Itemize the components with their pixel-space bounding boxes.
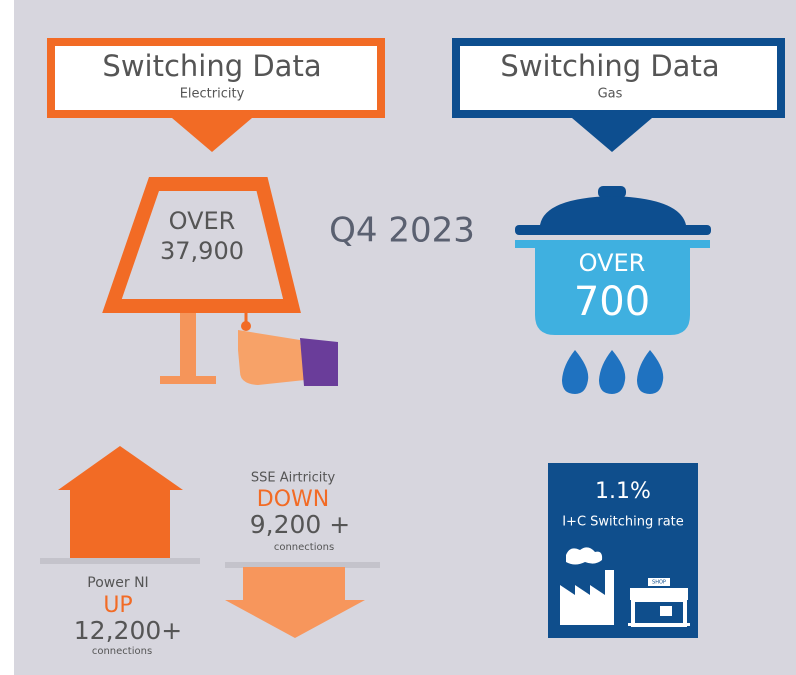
change-value: 9,200 + (250, 510, 350, 539)
lamp-stem (180, 313, 196, 377)
shop-window (660, 606, 672, 616)
change-value: 12,200+ (74, 616, 182, 645)
ic-panel: 1.1% I+C Switching rate SHOP (548, 463, 698, 638)
gas-value: 700 (574, 279, 650, 325)
electricity-header: Switching Data Electricity (47, 38, 385, 152)
down-arrow-head (225, 600, 365, 638)
unit: connections (274, 542, 334, 553)
flame (637, 350, 664, 394)
header-box (47, 38, 385, 118)
handle (515, 240, 537, 248)
pot: OVER 700 (515, 186, 711, 394)
shop-label: SHOP (652, 580, 666, 586)
shadow (225, 562, 380, 568)
header-subtitle: Gas (598, 87, 623, 102)
sse: SSE Airtricity DOWN 9,200 + connections (225, 471, 380, 638)
lamp-base (160, 376, 216, 384)
flame (562, 350, 589, 394)
over-label: OVER (579, 249, 646, 277)
header-title: Switching Data (102, 49, 321, 83)
pointer (572, 118, 652, 152)
up-arrow-body (70, 489, 170, 561)
gas-header: Switching Data Gas (452, 38, 785, 152)
header-box (452, 38, 785, 118)
flame (599, 350, 626, 394)
header-subtitle: Electricity (180, 87, 245, 102)
pot-body (535, 240, 690, 335)
shop-sign (648, 578, 670, 586)
period: Q4 2023 (329, 211, 475, 251)
direction: DOWN (257, 487, 329, 512)
lid-rim (515, 225, 711, 235)
supplier-name: SSE Airtricity (251, 471, 336, 486)
rate-label: I+C Switching rate (562, 515, 684, 530)
hand (238, 330, 305, 385)
shop-base (628, 623, 690, 626)
power-ni: Power NI UP 12,200+ connections (40, 446, 200, 657)
shop-awning (630, 588, 688, 600)
lampshade (102, 177, 301, 313)
header-title: Switching Data (500, 49, 719, 83)
electricity-value: 37,900 (160, 237, 244, 265)
down-arrow-body (243, 567, 345, 601)
lid-knob (598, 186, 626, 198)
supplier-name: Power NI (87, 575, 148, 591)
sleeve (300, 338, 338, 386)
factory-icon (560, 570, 614, 625)
rate-value: 1.1% (595, 479, 651, 504)
over-label: OVER (169, 207, 236, 235)
pointer (172, 118, 252, 152)
direction: UP (103, 593, 132, 618)
handle (688, 240, 710, 248)
smoke (566, 547, 603, 565)
shadow (40, 558, 200, 564)
lamp: OVER 37,900 (102, 177, 338, 386)
lid (540, 196, 686, 225)
unit: connections (92, 646, 152, 657)
up-arrow-head (58, 446, 183, 490)
pull-knob (241, 321, 251, 331)
